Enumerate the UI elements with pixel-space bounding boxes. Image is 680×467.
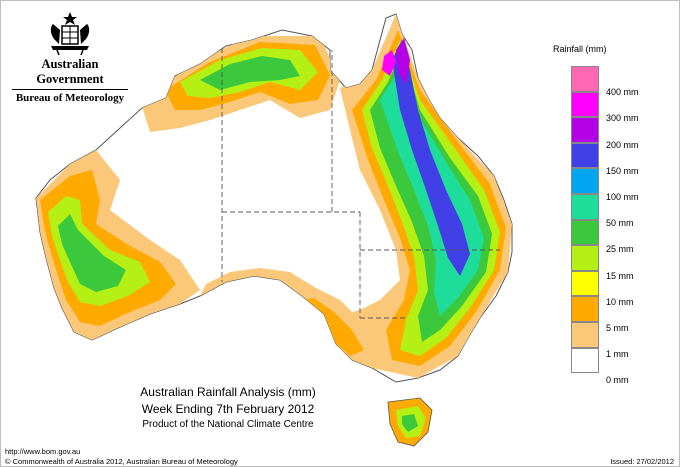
logo-divider: [12, 89, 128, 90]
government-name: Australian Government: [36, 57, 104, 86]
legend-label: 150 mm: [606, 165, 639, 176]
rain-zone-west-50mm: [58, 214, 126, 292]
legend-label: 5 mm: [606, 323, 629, 333]
legend-swatch: [571, 296, 599, 322]
legend-label: 15 mm: [606, 270, 634, 281]
legend-label: 200 mm: [606, 139, 639, 150]
legend-swatch: [571, 347, 599, 374]
rain-zone-east-400mm: [382, 50, 396, 76]
legend-swatch: [571, 91, 599, 118]
website-link[interactable]: http://www.bom.gov.au: [5, 447, 81, 456]
legend-label: 400 mm: [606, 87, 639, 98]
legend-swatch: [571, 193, 599, 220]
legend-swatch: [571, 245, 599, 271]
coat-of-arms-icon: [50, 12, 90, 56]
legend-swatch: [571, 219, 599, 246]
tasmania: [387, 397, 433, 447]
legend-swatch: [571, 142, 599, 169]
legend-swatch: [571, 321, 599, 348]
rain-zone-east-300mm: [396, 38, 410, 84]
bureau-name: Bureau of Meteorology: [15, 92, 125, 104]
legend-label: 25 mm: [606, 244, 634, 255]
map-title: Australian Rainfall Analysis (mm): [140, 385, 316, 399]
rain-zone-south-1mm: [200, 268, 378, 368]
map-period: Week Ending 7th February 2012: [141, 402, 315, 416]
government-logo: Australian Government Bureau of Meteorol…: [8, 10, 132, 104]
state-borders: [221, 48, 500, 319]
issued-date: Issued: 27/02/2012: [610, 457, 674, 466]
map-title-block: Australian Rainfall Analysis (mm) Week E…: [108, 384, 348, 432]
legend-label: 0 mm: [606, 375, 629, 386]
rain-zone-east-200mm: [392, 40, 470, 276]
map-source: Product of the National Climate Centre: [142, 419, 314, 430]
legend-label: 1 mm: [606, 349, 629, 360]
legend-title: Rainfall (mm): [553, 44, 607, 54]
rain-zone-north-50mm: [200, 56, 300, 90]
legend-label: 300 mm: [606, 113, 639, 124]
copyright-notice: © Commonwealth of Australia 2012, Austra…: [5, 457, 238, 466]
legend-label: 50 mm: [606, 218, 634, 229]
legend-label: 100 mm: [606, 192, 639, 202]
legend-swatches: [571, 66, 599, 374]
legend-swatch: [571, 270, 599, 297]
legend-label: 10 mm: [606, 296, 634, 307]
legend-swatch: [571, 168, 599, 194]
legend-swatch: [571, 117, 599, 143]
legend-swatch: [571, 66, 599, 92]
